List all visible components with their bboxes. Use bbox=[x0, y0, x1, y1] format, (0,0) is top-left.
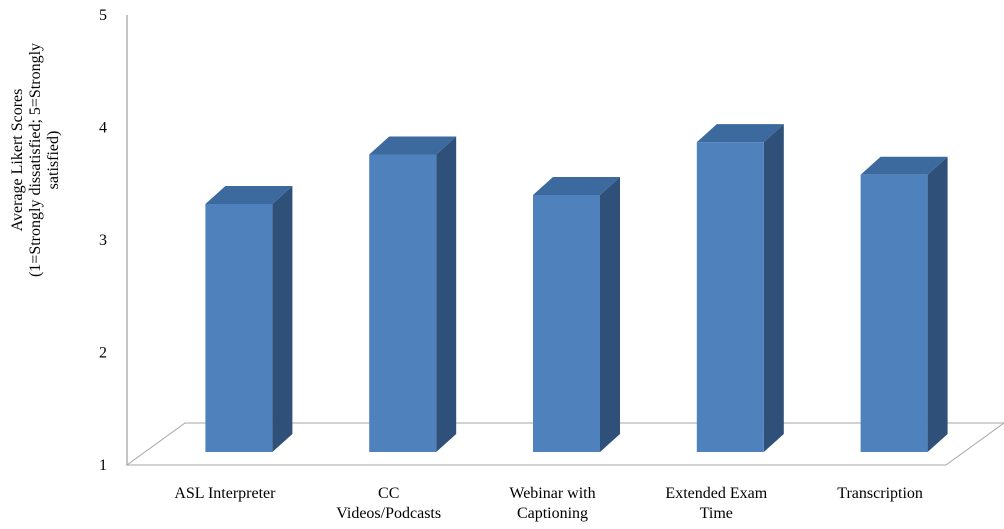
x-tick-label: CC Videos/Podcasts bbox=[336, 485, 441, 522]
x-tick-label: Extended Exam Time bbox=[665, 485, 767, 522]
bar-top bbox=[205, 186, 293, 204]
bar-side bbox=[272, 186, 293, 452]
bar bbox=[533, 177, 620, 452]
y-tick-label: 1 bbox=[99, 457, 107, 474]
bar-front bbox=[696, 142, 764, 452]
bar-side bbox=[763, 124, 784, 452]
y-tick-label: 2 bbox=[99, 345, 107, 362]
y-tick-label: 4 bbox=[99, 120, 107, 137]
bar-front bbox=[860, 174, 928, 452]
bar-front bbox=[205, 204, 273, 452]
bar-side bbox=[927, 156, 948, 452]
bar bbox=[860, 156, 948, 452]
chart-walls bbox=[125, 15, 1004, 466]
bar-front bbox=[369, 154, 437, 452]
bar bbox=[696, 124, 784, 452]
bar-top bbox=[369, 136, 457, 155]
x-tick-label: ASL Interpreter bbox=[174, 485, 276, 502]
bar-side bbox=[600, 177, 620, 452]
x-tick-label: Webinar with Captioning bbox=[509, 485, 595, 522]
bar-top bbox=[533, 177, 620, 195]
y-axis-ticks: 1 2 3 4 5 bbox=[99, 7, 107, 474]
bar bbox=[205, 186, 293, 452]
bar-top bbox=[696, 124, 784, 143]
bar-side bbox=[436, 136, 457, 452]
y-tick-label: 3 bbox=[99, 232, 107, 249]
x-tick-label: Transcription bbox=[837, 485, 923, 502]
x-axis-labels: ASL Interpreter CC Videos/Podcasts Webinar … bbox=[174, 485, 923, 522]
bar-top bbox=[860, 156, 948, 175]
y-axis-title: Average Likert Scores(1=Strongly dissati… bbox=[9, 43, 62, 277]
floor-plane bbox=[125, 422, 1004, 466]
bar-front bbox=[533, 195, 600, 452]
bar bbox=[369, 136, 457, 452]
y-tick-label: 5 bbox=[99, 7, 107, 24]
bar-series bbox=[205, 124, 948, 452]
